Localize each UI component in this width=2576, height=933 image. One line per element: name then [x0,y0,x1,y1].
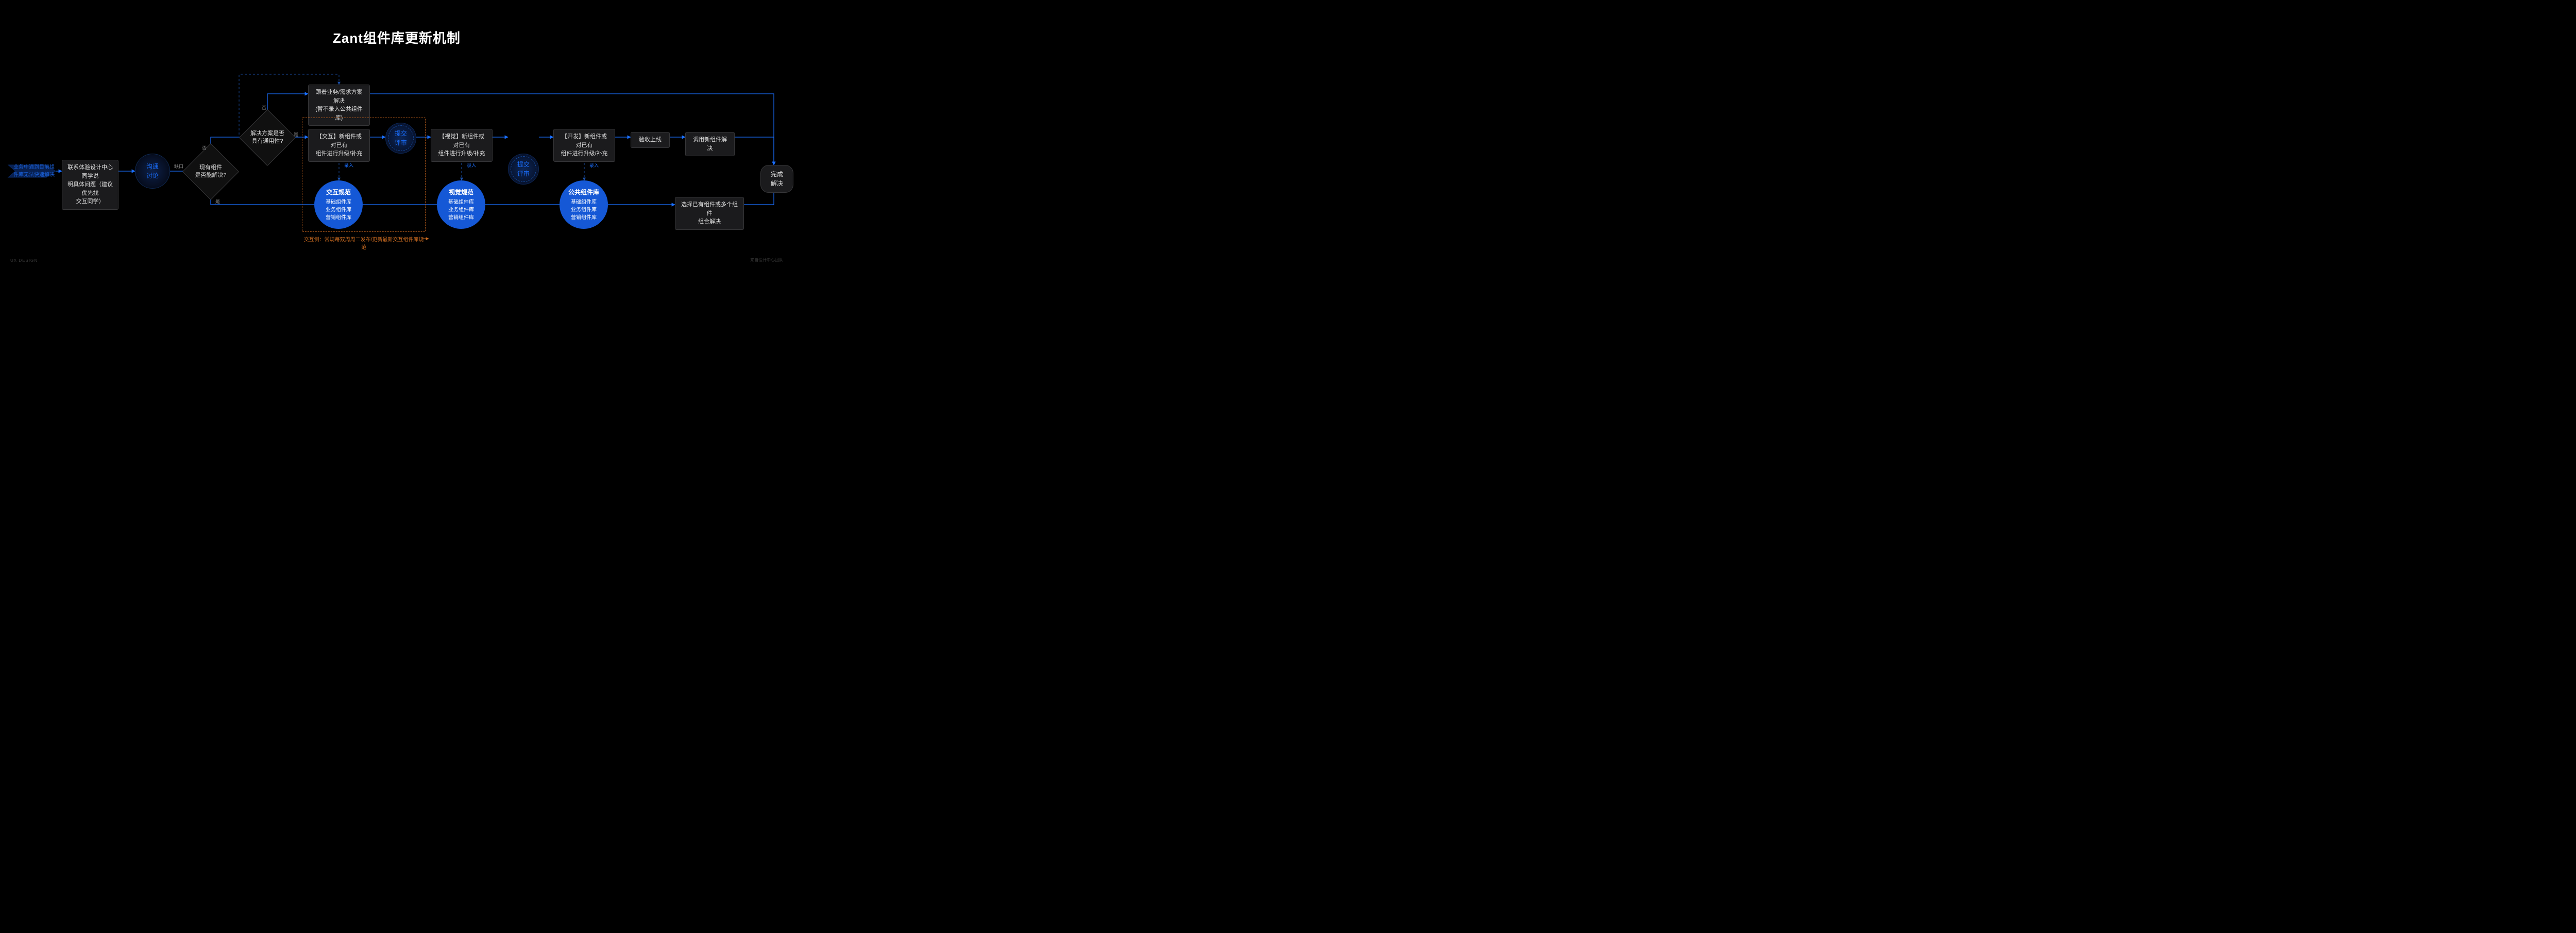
interaction-group-box [302,118,426,232]
edge-label-l_yes2: 是 [294,131,298,138]
terminal-done: 完成解决 [760,165,793,193]
interaction-group-caption: 交互侧：常规每双周周二发布/更新最新交互组件库规范 [302,235,426,251]
edge-label-l_yes1: 是 [215,198,220,205]
spec-spec3: 公共组件库基础组件库业务组件库营销组件库 [560,180,608,229]
edge-label-l_in3: 录入 [589,162,599,169]
box-choose: 选择已有组件或多个组件组合解决 [675,197,744,230]
edge-label-l_no2: 否 [262,104,266,111]
decision-d1: 现有组件是否能解决? [191,152,231,192]
box-verify: 验收上线 [631,132,670,148]
edge-label-l_gap: 缺口 [174,163,183,170]
review-rev2: 提交评审 [508,154,539,185]
edge-label-l_in2: 录入 [467,162,476,169]
discuss-circle: 沟通讨论 [135,154,170,189]
decision-d2: 解决方案是否具有通用性? [247,118,287,158]
box-contact: 联系体验设计中心同学说明具体问题（建议优先找交互同学） [62,160,118,210]
box-dev: 【开发】新组件或对已有组件进行升级/补充 [553,129,615,162]
start-label: 业务中遇到目前组件库无法快速解决 [8,161,60,181]
footer-right: 来自设计中心团队 [750,257,783,263]
diagram-title: Zant组件库更新机制 [0,28,793,47]
footer-left: UX DESIGN [10,258,38,263]
spec-spec2: 视觉规范基础组件库业务组件库营销组件库 [437,180,485,229]
box-use: 调用新组件解决 [685,132,735,156]
edge-label-l_no1: 否 [202,144,207,151]
box-visual: 【视觉】新组件或对已有组件进行升级/补充 [431,129,493,162]
